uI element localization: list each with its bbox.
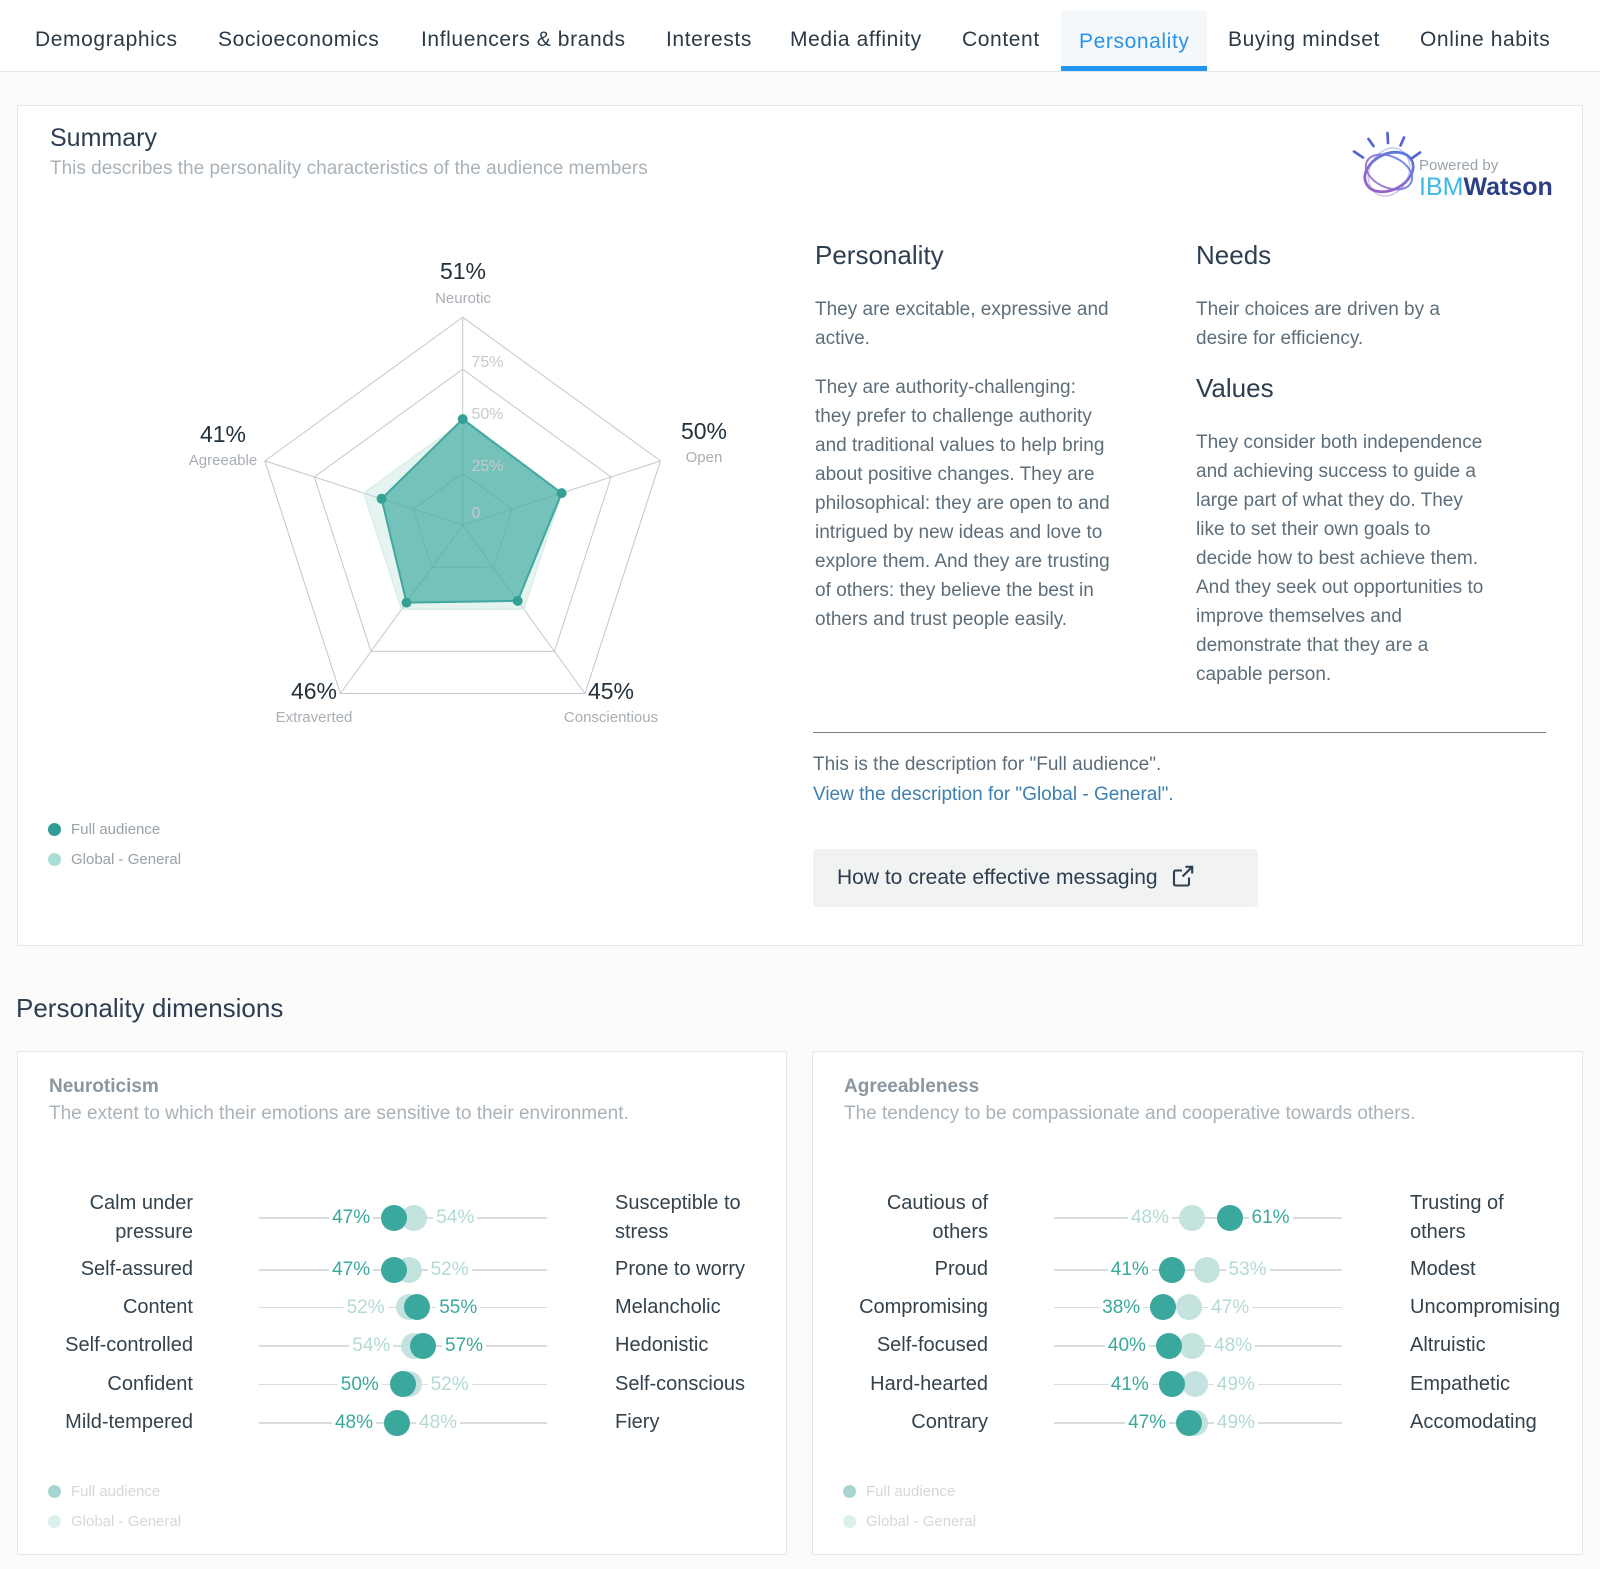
svg-text:75%: 75%: [472, 354, 504, 371]
svg-text:Powered by: Powered by: [1419, 157, 1499, 174]
svg-text:25%: 25%: [472, 458, 504, 475]
svg-text:0: 0: [472, 505, 481, 522]
svg-text:50%: 50%: [472, 406, 504, 423]
svg-text:IBMWatson: IBMWatson: [1419, 173, 1553, 201]
